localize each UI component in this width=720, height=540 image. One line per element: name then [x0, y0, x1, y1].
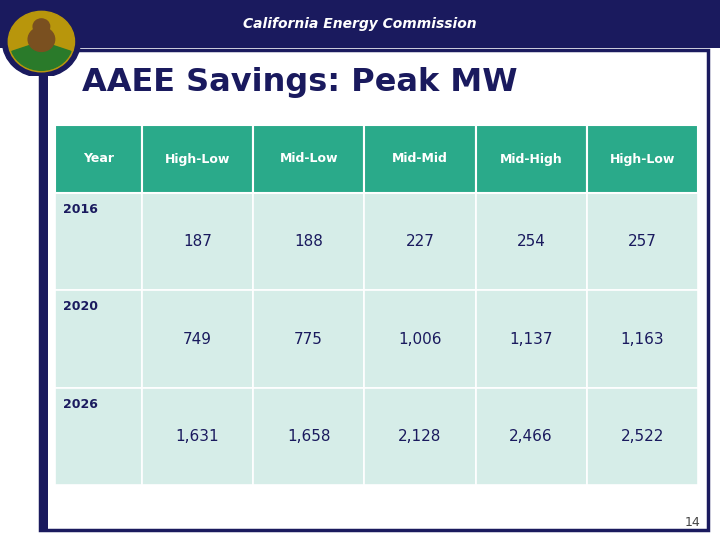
Wedge shape	[12, 42, 71, 70]
Bar	[253, 125, 364, 193]
Bar	[0, 0, 720, 48]
Bar	[587, 125, 698, 193]
Bar	[142, 193, 253, 291]
Bar	[142, 388, 253, 485]
Bar	[142, 291, 253, 388]
Text: California Energy Commission: California Energy Commission	[243, 17, 477, 31]
Text: 254: 254	[517, 234, 546, 249]
Text: 2026: 2026	[63, 397, 98, 410]
Text: 2016: 2016	[63, 203, 98, 216]
Bar	[55, 125, 142, 193]
Text: 257: 257	[628, 234, 657, 249]
Bar	[253, 388, 364, 485]
Text: Mid-High: Mid-High	[500, 152, 562, 165]
Text: 2,128: 2,128	[398, 429, 441, 444]
Text: 1,163: 1,163	[621, 332, 664, 347]
Bar	[364, 125, 475, 193]
Text: 1,006: 1,006	[398, 332, 441, 347]
Text: 1,137: 1,137	[509, 332, 553, 347]
Text: 187: 187	[183, 234, 212, 249]
Bar	[475, 193, 587, 291]
Bar	[364, 291, 475, 388]
Bar	[55, 193, 142, 291]
Bar	[587, 193, 698, 291]
Circle shape	[9, 11, 75, 72]
Text: 749: 749	[183, 332, 212, 347]
Text: 2020: 2020	[63, 300, 98, 313]
Text: 188: 188	[294, 234, 323, 249]
Text: 775: 775	[294, 332, 323, 347]
Bar	[40, 50, 48, 530]
Bar	[55, 388, 142, 485]
Bar	[253, 291, 364, 388]
Bar	[364, 193, 475, 291]
Bar	[253, 193, 364, 291]
Bar	[40, 50, 708, 530]
Circle shape	[2, 6, 81, 77]
Bar	[475, 291, 587, 388]
Bar	[587, 291, 698, 388]
Text: 14: 14	[684, 516, 700, 529]
Text: 227: 227	[405, 234, 434, 249]
Text: 1,658: 1,658	[287, 429, 330, 444]
Bar	[475, 125, 587, 193]
Text: 1,631: 1,631	[176, 429, 219, 444]
Text: 2,522: 2,522	[621, 429, 664, 444]
Text: High-Low: High-Low	[610, 152, 675, 165]
Bar	[475, 388, 587, 485]
Circle shape	[28, 27, 55, 51]
Bar	[55, 291, 142, 388]
Text: Mid-Low: Mid-Low	[279, 152, 338, 165]
Text: 2,466: 2,466	[509, 429, 553, 444]
Text: AAEE Savings: Peak MW: AAEE Savings: Peak MW	[82, 66, 518, 98]
Text: Year: Year	[83, 152, 114, 165]
Text: Mid-Mid: Mid-Mid	[392, 152, 448, 165]
Text: High-Low: High-Low	[165, 152, 230, 165]
Bar	[364, 388, 475, 485]
Circle shape	[33, 19, 50, 34]
Bar	[587, 388, 698, 485]
Bar	[142, 125, 253, 193]
